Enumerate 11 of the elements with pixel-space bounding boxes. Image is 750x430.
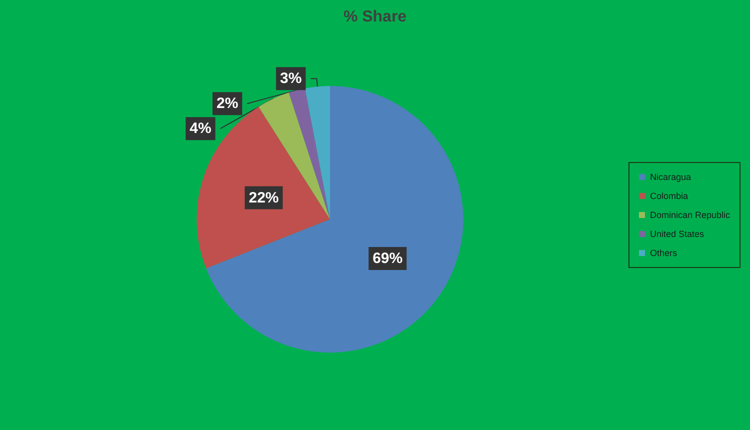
legend-label: Nicaragua [650, 172, 691, 182]
data-label: 4% [190, 120, 212, 138]
data-label: 2% [216, 95, 238, 112]
legend-label: Others [650, 248, 678, 258]
chart-title: % Share [343, 8, 407, 26]
data-label: 3% [280, 70, 302, 88]
data-label: 69% [372, 250, 403, 267]
data-label: 22% [248, 189, 279, 206]
legend-label: Colombia [650, 191, 688, 201]
legend-label: Dominican Republic [650, 210, 730, 220]
legend-label: United States [650, 229, 704, 239]
